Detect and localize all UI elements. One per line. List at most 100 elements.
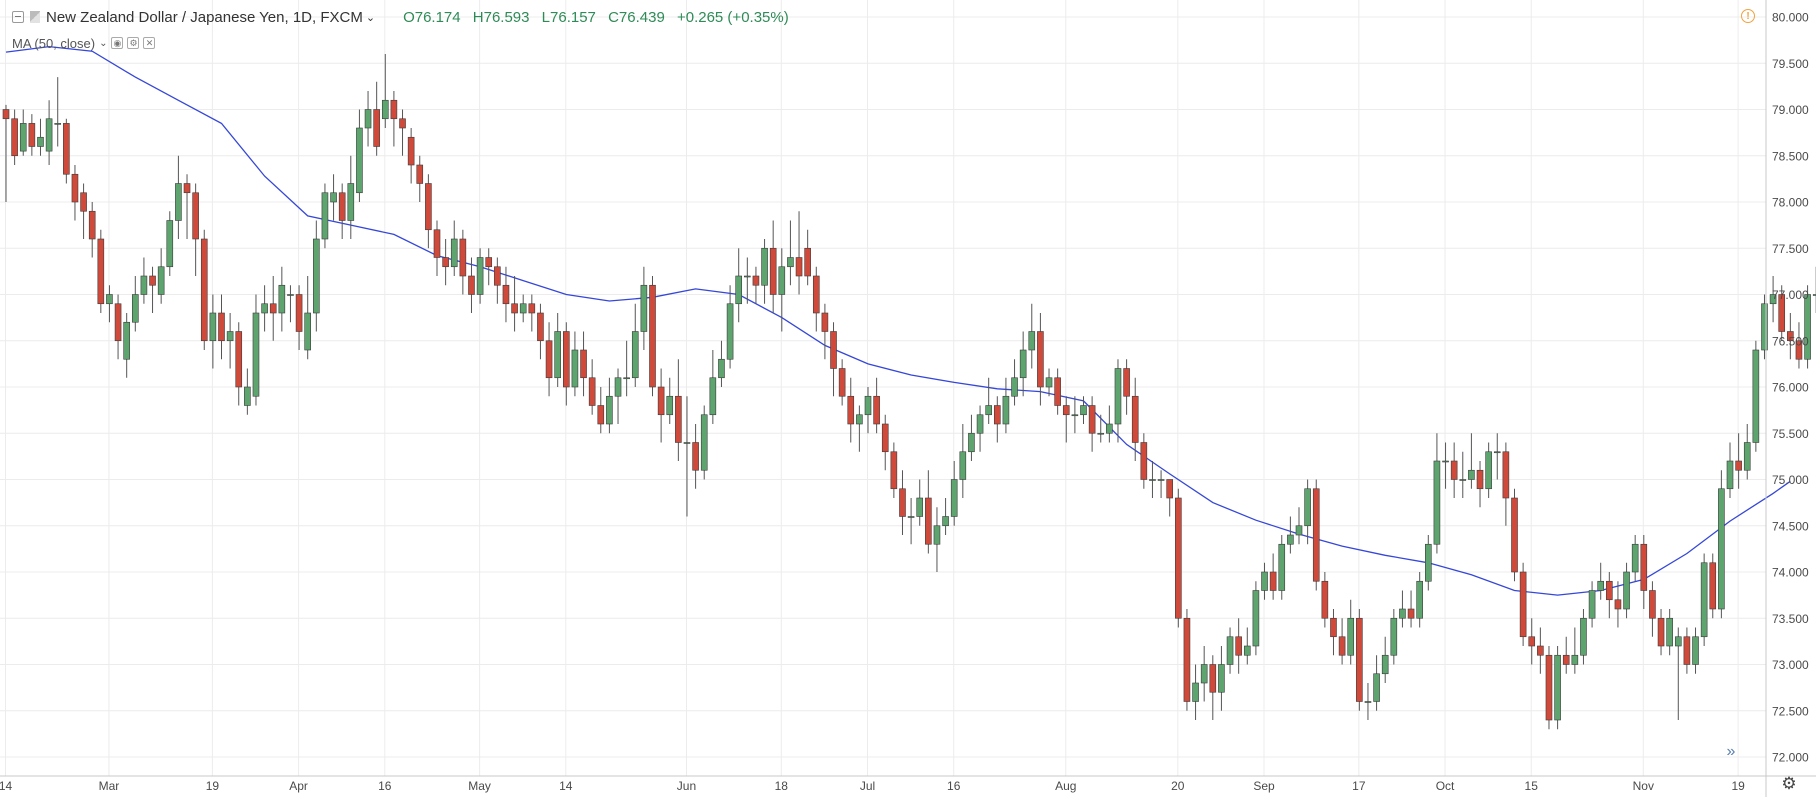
candle-body	[459, 238, 467, 277]
candle-body	[1812, 294, 1816, 296]
candle-up	[1743, 424, 1751, 480]
candle-body	[114, 303, 122, 342]
x-tick-label: 18	[775, 779, 789, 793]
candle-up	[631, 303, 639, 387]
candle-body	[1226, 636, 1234, 665]
candle-body	[1295, 525, 1303, 536]
candle-body	[959, 451, 967, 480]
candle-body	[1683, 636, 1691, 665]
y-tick-label: 77.000	[1772, 288, 1809, 302]
candle-body	[450, 238, 458, 268]
candle-body	[416, 164, 424, 184]
candle-body	[338, 192, 346, 221]
candle-body	[856, 414, 863, 425]
candle-down	[873, 377, 880, 434]
y-tick-label: 78.000	[1772, 196, 1809, 210]
candle-down	[1519, 562, 1527, 646]
candle-body	[925, 497, 932, 545]
candle-up	[1588, 581, 1596, 628]
candle-up	[476, 248, 484, 304]
candle-body	[356, 127, 363, 194]
candle-down	[235, 322, 243, 406]
candle-down	[494, 257, 501, 304]
candle-up	[700, 405, 708, 480]
candle-down	[114, 294, 122, 360]
candle-up	[985, 377, 992, 424]
y-tick-label: 75.000	[1772, 473, 1809, 487]
candle-body	[1373, 673, 1380, 702]
candle-body	[1700, 562, 1708, 638]
candle-body	[1019, 349, 1027, 379]
symbol-title[interactable]: New Zealand Dollar / Japanese Yen, 1D, F…	[46, 8, 363, 26]
x-tick-label: May	[468, 779, 491, 793]
indicator-label[interactable]: MA (50, close)	[12, 35, 96, 51]
candle-up	[1304, 479, 1311, 545]
candle-up	[330, 174, 337, 221]
chevron-down-icon[interactable]: ⌄	[365, 11, 376, 24]
candle-up	[519, 294, 527, 323]
candle-up	[1218, 646, 1225, 711]
moving-average-line	[5, 45, 1791, 596]
candle-down	[1657, 609, 1665, 656]
candle-down	[1123, 359, 1130, 415]
candle-body	[1157, 479, 1165, 481]
candle-body	[881, 423, 889, 453]
candle-body	[373, 109, 380, 147]
candle-body	[718, 358, 725, 379]
candle-up	[1080, 396, 1087, 424]
candle-up	[856, 405, 863, 452]
candle-down	[692, 424, 699, 489]
candle-body	[726, 303, 734, 360]
candle-down	[1407, 590, 1415, 628]
settings-icon[interactable]: ⚙	[127, 37, 140, 49]
candle-up	[209, 294, 217, 369]
candle-body	[433, 229, 441, 258]
candle-body	[1502, 451, 1510, 499]
candle-body	[1623, 571, 1630, 610]
candle-down	[80, 183, 87, 239]
candle-body	[235, 331, 243, 388]
collapse-icon[interactable]	[12, 11, 24, 23]
warning-icon[interactable]: !	[1741, 9, 1755, 23]
double-chevron-right-icon[interactable]: »	[1726, 743, 1736, 760]
candle-down	[1356, 609, 1363, 711]
close-icon[interactable]: ✕	[143, 37, 156, 49]
candle-body	[942, 516, 949, 527]
candle-body	[1459, 479, 1467, 481]
change-value: +0.265 (+0.35%)	[676, 8, 789, 26]
candle-body	[1071, 414, 1079, 417]
candle-body	[1562, 654, 1570, 665]
candle-down	[97, 229, 105, 313]
candle-body	[149, 275, 156, 286]
candle-body	[200, 238, 208, 342]
candle-body	[1631, 543, 1639, 573]
candle-body	[1037, 331, 1044, 388]
candle-down	[1640, 535, 1648, 609]
candle-down	[562, 322, 570, 406]
gear-icon[interactable]: ⚙	[1781, 774, 1797, 793]
candle-body	[950, 479, 958, 517]
candle-body	[425, 183, 432, 231]
x-tick-label: 14	[0, 779, 12, 793]
candle-body	[1131, 395, 1139, 443]
candle-body	[1045, 377, 1053, 388]
candle-up	[1149, 461, 1156, 498]
chevron-down-icon[interactable]: ⌄	[99, 37, 108, 49]
candle-up	[1071, 396, 1079, 434]
candle-up	[1485, 442, 1492, 498]
candle-body	[261, 303, 268, 314]
candle-body	[1778, 294, 1786, 332]
eye-icon[interactable]: ◉	[111, 37, 124, 49]
y-tick-label: 72.000	[1772, 751, 1809, 765]
candle-up	[744, 257, 751, 304]
candle-body	[933, 525, 941, 545]
candle-down	[1787, 313, 1794, 360]
candle-down	[993, 396, 1001, 443]
candle-body	[1149, 479, 1156, 481]
candle-body	[45, 118, 53, 152]
x-tick-label: 16	[947, 779, 961, 793]
candle-up	[1399, 590, 1406, 628]
candle-down	[812, 266, 820, 332]
